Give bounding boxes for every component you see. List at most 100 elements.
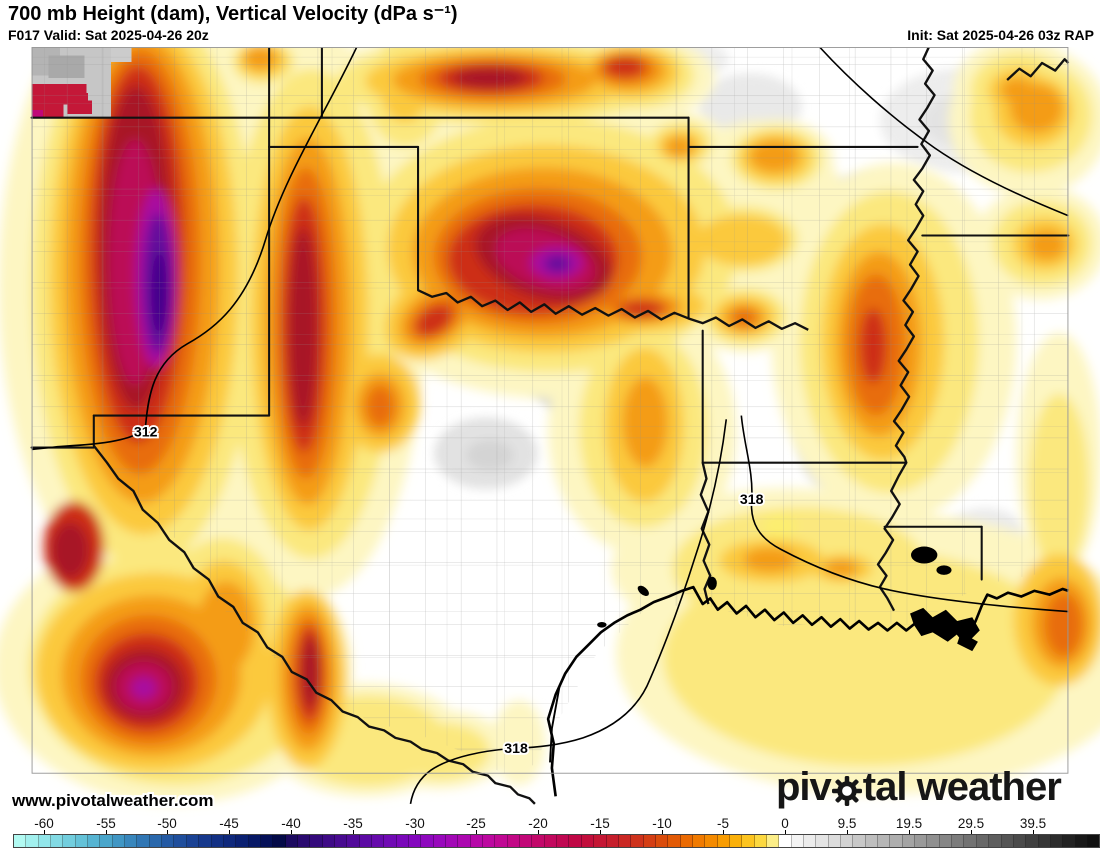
colorbar-cell bbox=[248, 835, 261, 847]
colorbar-tick-mark bbox=[600, 830, 601, 834]
colorbar-cell bbox=[680, 835, 693, 847]
colorbar-tick-label: -35 bbox=[343, 816, 363, 831]
colorbar-cell bbox=[878, 835, 891, 847]
colorbar-cell bbox=[816, 835, 829, 847]
colorbar-tick-mark bbox=[106, 830, 107, 834]
colorbar-cell bbox=[1075, 835, 1088, 847]
colorbar-cell bbox=[705, 835, 718, 847]
colorbar-cell bbox=[1063, 835, 1076, 847]
colorbar-tick-label: -60 bbox=[34, 816, 54, 831]
contour-318-gulf-a bbox=[740, 415, 1069, 613]
colorbar-cell bbox=[236, 835, 249, 847]
colorbar-cell bbox=[581, 835, 595, 847]
colorbar-cell bbox=[211, 835, 224, 847]
colorbar-cell bbox=[223, 835, 237, 847]
colorbar-cell bbox=[952, 835, 965, 847]
colorbar-tick-mark bbox=[353, 830, 354, 834]
colorbar-cell bbox=[322, 835, 335, 847]
colorbar-cell bbox=[1038, 835, 1051, 847]
contour-318-northeast bbox=[818, 47, 1069, 217]
sabine-river bbox=[699, 462, 712, 605]
colorbar-tick-label: 19.5 bbox=[895, 816, 923, 831]
colorbar-cell bbox=[569, 835, 582, 847]
colorbar-cell bbox=[174, 835, 187, 847]
colorbar-cell bbox=[594, 835, 607, 847]
colorbar-tick-mark bbox=[415, 830, 416, 834]
colorbar-tick-label: -15 bbox=[590, 816, 610, 831]
state-borders bbox=[30, 47, 1070, 581]
colorbar-cell bbox=[606, 835, 619, 847]
colorbar-cell bbox=[779, 835, 792, 847]
colorbar-cell bbox=[409, 835, 422, 847]
colorbar-cell bbox=[976, 835, 990, 847]
colorbar-cell bbox=[396, 835, 409, 847]
colorbar-cell bbox=[384, 835, 397, 847]
colorbar-cell bbox=[483, 835, 496, 847]
colorbar-cell bbox=[520, 835, 533, 847]
colorbar-cell bbox=[199, 835, 212, 847]
colorbar-tick-mark bbox=[476, 830, 477, 834]
colorbar-cell bbox=[717, 835, 730, 847]
colorbar-tick-label: 39.5 bbox=[1019, 816, 1047, 831]
colorbar-tick-mark bbox=[847, 830, 848, 834]
colorbar-cell bbox=[989, 835, 1002, 847]
contour-318-gulf-b bbox=[409, 419, 728, 804]
height-contours bbox=[31, 47, 1069, 804]
colorbar-cell bbox=[853, 835, 866, 847]
colorbar-tick-label: -20 bbox=[528, 816, 548, 831]
colorbar-tick-label: 29.5 bbox=[957, 816, 985, 831]
colorbar-cell bbox=[100, 835, 113, 847]
colorbar-cell bbox=[149, 835, 163, 847]
red-river bbox=[417, 289, 809, 331]
contour-312 bbox=[31, 47, 358, 451]
colorbar-tick-label: 0 bbox=[781, 816, 789, 831]
colorbar-tick-mark bbox=[229, 830, 230, 834]
colorbar-tick-mark bbox=[971, 830, 972, 834]
colorbar-cell bbox=[532, 835, 545, 847]
colorbar-cell bbox=[618, 835, 632, 847]
colorbar-cell bbox=[273, 835, 286, 847]
colorbar-cell bbox=[742, 835, 755, 847]
colorbar-cell bbox=[347, 835, 360, 847]
colorbar-cell bbox=[26, 835, 39, 847]
colorbar-cell bbox=[754, 835, 767, 847]
header: 700 mb Height (dam), Vertical Velocity (… bbox=[0, 0, 1100, 47]
colorbar-cell bbox=[939, 835, 953, 847]
colorbar-cell bbox=[643, 835, 656, 847]
colorbar-cell bbox=[544, 835, 558, 847]
colorbar-cell bbox=[433, 835, 447, 847]
colorbar-cell bbox=[841, 835, 854, 847]
colorbar-cell bbox=[88, 835, 101, 847]
colorbar-tick-label: -5 bbox=[716, 816, 730, 831]
valid-time-label: F017 Valid: Sat 2025-04-26 20z bbox=[8, 27, 209, 43]
colorbar-tick-mark bbox=[167, 830, 168, 834]
colorbar-cell bbox=[1013, 835, 1027, 847]
colorbar-cell bbox=[729, 835, 743, 847]
colorbar-cell bbox=[470, 835, 484, 847]
colorbar-tick-label: -50 bbox=[157, 816, 177, 831]
colorbar-cell bbox=[285, 835, 298, 847]
colorbar-cell bbox=[446, 835, 459, 847]
colorbar-cell bbox=[125, 835, 138, 847]
colorbar-cell bbox=[186, 835, 200, 847]
colorbar-cell bbox=[890, 835, 903, 847]
colorbar-tick-label: -25 bbox=[466, 816, 486, 831]
colorbar-cell bbox=[458, 835, 471, 847]
colorbar-tick-mark bbox=[723, 830, 724, 834]
watermark-url: www.pivotalweather.com bbox=[12, 791, 214, 810]
colorbar-cell bbox=[371, 835, 385, 847]
river-borders bbox=[92, 47, 1070, 805]
colorbar-cell bbox=[507, 835, 521, 847]
gear-icon bbox=[831, 776, 862, 806]
logo-text-piv: piv bbox=[776, 765, 832, 809]
colorbar-tick-mark bbox=[44, 830, 45, 834]
colorbar-tick-label: -30 bbox=[405, 816, 425, 831]
colorbar-cell bbox=[655, 835, 669, 847]
colorbar-tick-label: -45 bbox=[219, 816, 239, 831]
colorbar-cell bbox=[1087, 835, 1100, 847]
colorbar-cell bbox=[631, 835, 644, 847]
colorbar-cell bbox=[38, 835, 52, 847]
init-time-label: Init: Sat 2025-04-26 03z RAP bbox=[907, 27, 1094, 43]
colorbar-cell bbox=[260, 835, 274, 847]
